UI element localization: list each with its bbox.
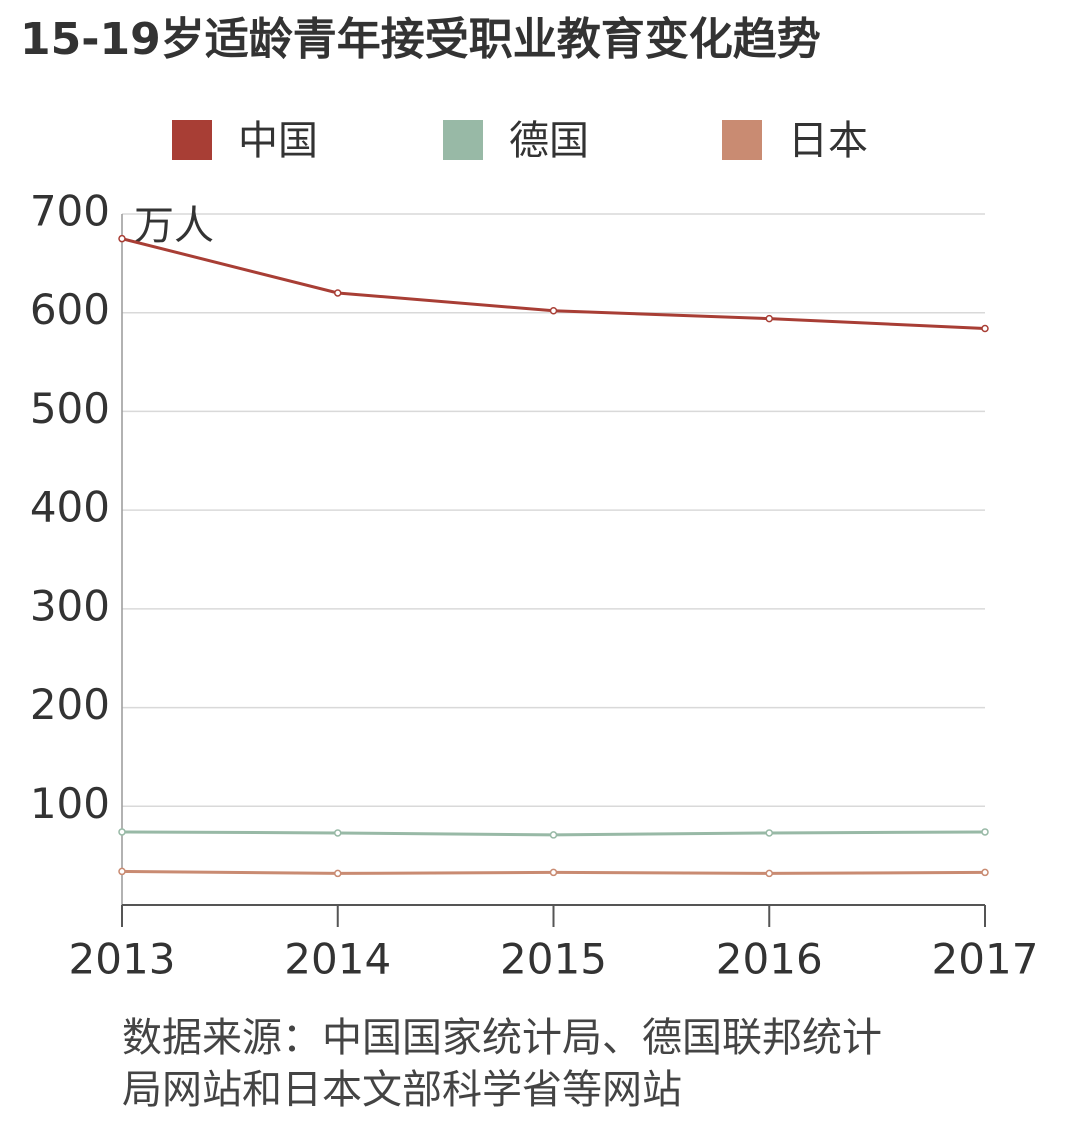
y-tick-label: 400 (30, 483, 110, 532)
data-point (118, 867, 126, 876)
series-line (121, 237, 986, 331)
data-point (118, 234, 126, 243)
y-tick-label: 300 (30, 581, 110, 630)
x-tick-label: 2015 (500, 935, 607, 984)
y-tick-label: 600 (30, 285, 110, 334)
data-point (549, 306, 558, 315)
data-point (334, 289, 342, 297)
chart-title: 15-19岁适龄青年接受职业教育变化趋势 (20, 14, 821, 65)
source-note: 数据来源：中国国家统计局、德国联邦统计局网站和日本文部科学省等网站 (122, 1015, 882, 1113)
data-point (549, 868, 558, 877)
x-tick-label: 2014 (284, 935, 391, 984)
y-tick-label: 200 (30, 680, 110, 729)
legend-swatch (172, 120, 212, 160)
data-point (765, 829, 773, 837)
data-point (549, 831, 558, 839)
legend-swatch (722, 120, 762, 160)
data-point (118, 828, 126, 836)
x-tick-label: 2017 (932, 935, 1039, 984)
data-point (981, 828, 989, 836)
data-point (334, 829, 342, 837)
y-unit-label: 万人 (134, 203, 214, 249)
legend-label: 日本 (788, 118, 868, 164)
data-point (981, 324, 989, 333)
y-tick-label: 500 (30, 384, 110, 433)
legend-label: 中国 (238, 118, 318, 164)
y-tick-label: 100 (30, 779, 110, 828)
x-tick-label: 2016 (716, 935, 823, 984)
legend-swatch (443, 120, 483, 160)
data-point (981, 868, 989, 877)
legend-label: 德国 (509, 118, 589, 164)
y-tick-label: 700 (30, 187, 110, 236)
data-point (334, 869, 342, 878)
x-tick-label: 2013 (69, 935, 176, 984)
data-point (765, 314, 773, 323)
data-point (765, 869, 773, 878)
